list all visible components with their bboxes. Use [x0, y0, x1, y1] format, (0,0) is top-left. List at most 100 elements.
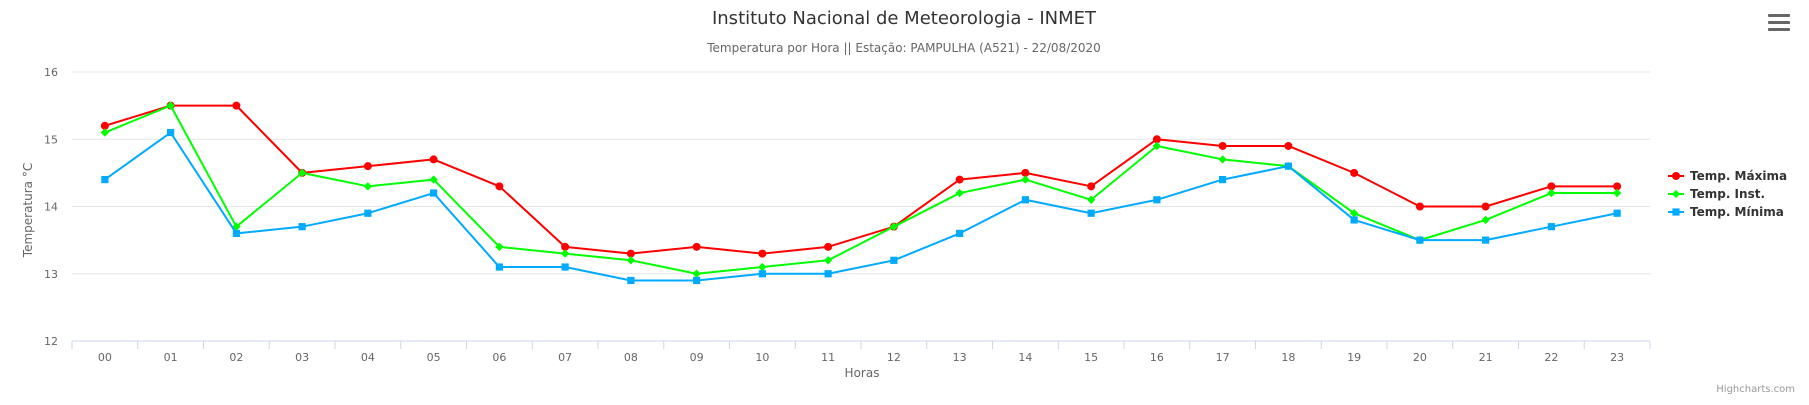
data-point[interactable]	[1547, 188, 1556, 198]
legend-marker	[1672, 172, 1680, 180]
data-point[interactable]	[166, 101, 175, 110]
data-point[interactable]	[824, 270, 832, 278]
data-point[interactable]	[1284, 141, 1293, 150]
data-point[interactable]	[1152, 141, 1162, 151]
data-point[interactable]	[232, 101, 241, 110]
x-tick-label: 03	[295, 351, 309, 364]
data-point[interactable]	[1021, 196, 1029, 204]
data-point[interactable]	[1612, 188, 1622, 198]
y-axis-title: Temperatura °C	[21, 163, 35, 258]
data-point[interactable]	[1416, 236, 1424, 244]
data-point[interactable]	[1350, 216, 1358, 224]
data-point[interactable]	[495, 242, 504, 252]
data-point[interactable]	[429, 175, 438, 184]
grid-lines	[72, 71, 1650, 342]
y-tick-label: 13	[44, 268, 58, 281]
data-point[interactable]	[1482, 236, 1490, 244]
data-point[interactable]	[1087, 209, 1095, 217]
chart-title: Instituto Nacional de Meteorologia - INM…	[712, 8, 1097, 29]
data-point[interactable]	[1152, 135, 1161, 144]
data-point[interactable]	[100, 121, 109, 130]
data-point[interactable]	[693, 276, 701, 285]
data-point[interactable]	[1613, 209, 1621, 217]
legend-marker	[1672, 190, 1680, 198]
y-tick-label: 12	[44, 335, 58, 348]
data-point[interactable]	[560, 249, 570, 258]
data-point[interactable]	[1350, 168, 1359, 177]
data-point[interactable]	[495, 182, 504, 191]
legend-item[interactable]: Temp. Mínima	[1668, 205, 1784, 219]
data-point[interactable]	[692, 269, 701, 278]
data-point[interactable]	[1284, 162, 1292, 170]
data-point[interactable]	[626, 256, 636, 265]
data-point[interactable]	[890, 256, 898, 264]
data-point[interactable]	[1021, 175, 1030, 184]
data-point[interactable]	[495, 263, 503, 271]
data-point[interactable]	[1218, 155, 1227, 164]
data-point[interactable]	[889, 222, 899, 231]
data-point[interactable]	[1086, 195, 1096, 204]
data-point[interactable]	[561, 263, 569, 271]
data-point[interactable]	[364, 209, 372, 217]
data-point[interactable]	[758, 249, 767, 258]
x-tick-label: 08	[624, 351, 638, 364]
data-point[interactable]	[1481, 202, 1490, 211]
legend-label: Temp. Máxima	[1690, 169, 1787, 183]
legend-marker	[1672, 208, 1680, 216]
x-tick-label: 06	[492, 351, 506, 364]
data-point[interactable]	[627, 276, 635, 285]
data-point[interactable]	[1481, 215, 1490, 225]
x-tick-label: 18	[1281, 351, 1295, 364]
data-point[interactable]	[1349, 209, 1359, 218]
data-point[interactable]	[1415, 202, 1424, 211]
x-tick-label: 16	[1150, 351, 1164, 364]
hamburger-menu-icon	[1768, 14, 1790, 17]
data-point[interactable]	[955, 188, 964, 198]
x-tick-label: 19	[1347, 351, 1361, 364]
data-point[interactable]	[956, 229, 964, 237]
data-point[interactable]	[1613, 182, 1622, 191]
x-tick-label: 20	[1413, 351, 1427, 364]
data-point[interactable]	[429, 155, 438, 164]
y-tick-label: 15	[44, 133, 58, 146]
data-point[interactable]	[1021, 168, 1030, 177]
data-point[interactable]	[758, 270, 766, 278]
chart-context-menu-button[interactable]	[1768, 14, 1790, 34]
series-1	[100, 101, 1622, 278]
data-point[interactable]	[823, 256, 833, 265]
legend-label: Temp. Mínima	[1690, 205, 1784, 219]
x-tick-label: 07	[558, 351, 572, 364]
legend-item[interactable]: Temp. Máxima	[1668, 169, 1787, 183]
data-point[interactable]	[101, 176, 109, 184]
data-point[interactable]	[692, 242, 701, 251]
data-point[interactable]	[363, 182, 373, 191]
data-point[interactable]	[626, 249, 635, 258]
data-point[interactable]	[1218, 141, 1227, 150]
data-point[interactable]	[232, 229, 240, 237]
data-point[interactable]	[1153, 196, 1161, 204]
data-point[interactable]	[561, 242, 570, 251]
data-point[interactable]	[1219, 176, 1227, 184]
axes: 12 13 14 15 16 00 01 02 03 04 05 06 07 08 09 10 11 12 13 14…	[44, 66, 1651, 364]
data-point[interactable]	[1547, 223, 1555, 231]
credits-link[interactable]: Highcharts.com	[1716, 384, 1795, 395]
data-point[interactable]	[955, 175, 964, 184]
series-line[interactable]	[104, 104, 1618, 255]
data-point[interactable]	[100, 128, 110, 137]
data-point[interactable]	[297, 168, 307, 178]
x-tick-label: 12	[887, 351, 901, 364]
data-point[interactable]	[824, 242, 833, 251]
data-point[interactable]	[167, 128, 175, 137]
data-point[interactable]	[1547, 182, 1556, 191]
legend-item[interactable]: Temp. Inst.	[1668, 187, 1765, 201]
series-line[interactable]	[104, 131, 1618, 282]
data-point[interactable]	[363, 162, 372, 171]
x-tick-label: 17	[1216, 351, 1230, 364]
data-point[interactable]	[430, 189, 438, 197]
data-point[interactable]	[758, 262, 767, 272]
x-tick-label: 02	[229, 351, 243, 364]
data-point[interactable]	[1087, 182, 1096, 191]
x-axis-title: Horas	[845, 366, 880, 380]
data-point[interactable]	[298, 223, 306, 231]
series-line[interactable]	[104, 104, 1618, 275]
